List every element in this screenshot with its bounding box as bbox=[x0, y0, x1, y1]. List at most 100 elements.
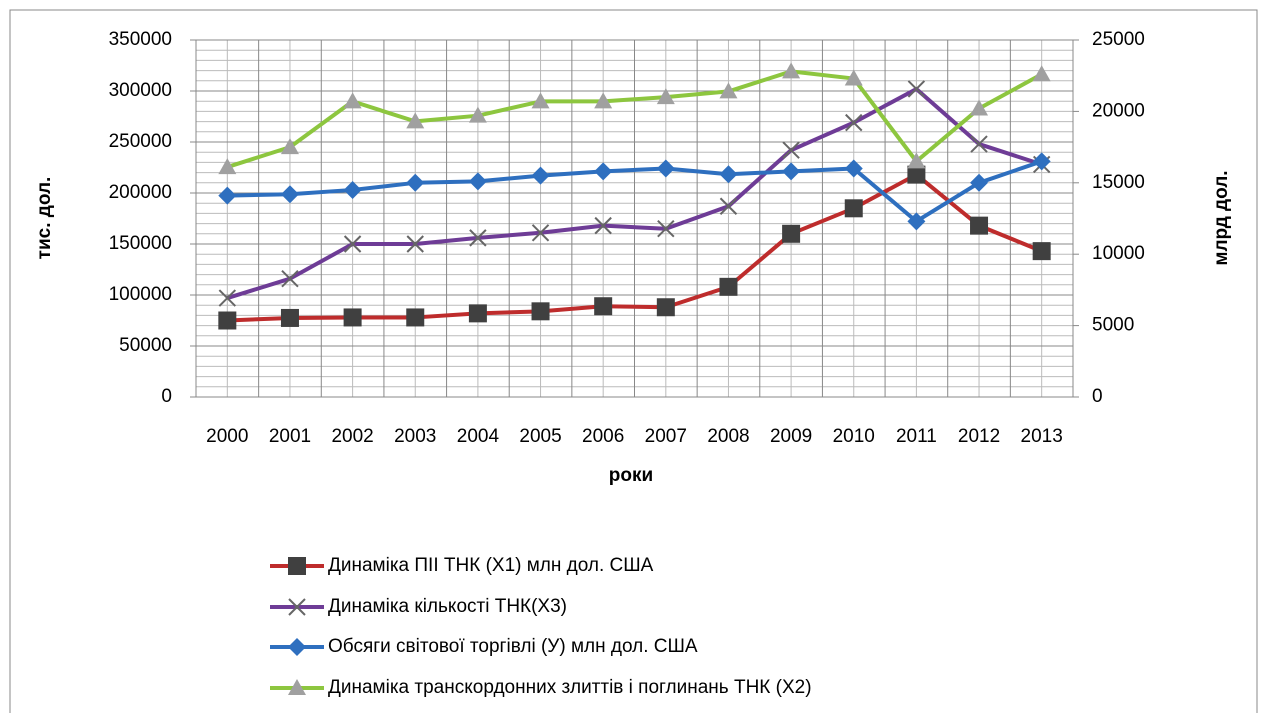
data-point bbox=[970, 173, 989, 192]
data-point bbox=[719, 165, 738, 184]
data-point bbox=[280, 138, 299, 155]
legend-label: Обсяги світової торгівлі (У) млн дол. СШ… bbox=[328, 636, 698, 657]
y2-tick-label: 10000 bbox=[1092, 243, 1145, 264]
y-tick-label: 250000 bbox=[109, 131, 172, 152]
legend-marker bbox=[288, 679, 306, 695]
data-point bbox=[531, 302, 550, 321]
x-tick-label: 2009 bbox=[770, 426, 812, 447]
data-point bbox=[845, 113, 863, 132]
y-tick-label: 100000 bbox=[109, 284, 172, 305]
data-point bbox=[844, 69, 863, 86]
x-tick-label: 2008 bbox=[707, 426, 749, 447]
y2-tick-label: 0 bbox=[1092, 386, 1103, 407]
y-tick-label: 50000 bbox=[119, 335, 172, 356]
data-point bbox=[343, 308, 362, 327]
legend-marker bbox=[288, 598, 306, 616]
data-point bbox=[280, 185, 299, 204]
y-tick-label: 350000 bbox=[109, 29, 172, 50]
series-line bbox=[227, 159, 1043, 224]
data-point bbox=[531, 92, 550, 109]
data-point bbox=[594, 297, 613, 316]
legend-marker bbox=[288, 557, 306, 575]
data-point bbox=[907, 152, 926, 169]
data-point bbox=[844, 159, 863, 178]
data-point bbox=[970, 135, 988, 153]
data-point bbox=[719, 197, 738, 215]
legend-label: Динаміка ПІІ ТНК (Х1) млн дол. США bbox=[328, 555, 654, 576]
x-tick-label: 2002 bbox=[331, 426, 373, 447]
x-tick-label: 2001 bbox=[269, 426, 311, 447]
data-point bbox=[594, 162, 613, 181]
chart-border bbox=[9, 9, 1258, 713]
data-point bbox=[970, 99, 989, 116]
series-line bbox=[227, 172, 1043, 323]
data-point bbox=[406, 112, 425, 129]
data-point bbox=[657, 219, 675, 238]
data-point bbox=[406, 235, 424, 253]
plot-area bbox=[195, 39, 1074, 398]
data-point bbox=[656, 159, 675, 178]
data-point bbox=[782, 141, 800, 159]
data-point bbox=[281, 269, 299, 288]
x-tick-label: 2011 bbox=[896, 426, 937, 447]
x-tick-label: 2006 bbox=[582, 426, 624, 447]
x-tick-label: 2003 bbox=[394, 426, 436, 447]
data-point bbox=[531, 224, 550, 242]
data-point bbox=[594, 216, 612, 235]
data-point bbox=[1032, 152, 1051, 171]
data-point bbox=[907, 80, 926, 98]
x-tick-label: 2004 bbox=[457, 426, 500, 447]
data-point bbox=[218, 158, 237, 175]
data-point bbox=[594, 92, 613, 109]
data-point bbox=[280, 308, 299, 327]
data-point bbox=[656, 298, 675, 317]
data-point bbox=[343, 180, 362, 199]
legend-label: Динаміка кількості ТНК(Х3) bbox=[328, 596, 567, 617]
data-point bbox=[468, 172, 487, 191]
legend-label: Динаміка транскордонних злиттів і поглин… bbox=[328, 677, 812, 698]
x-tick-label: 2013 bbox=[1021, 426, 1063, 447]
data-point bbox=[218, 311, 237, 330]
y2-tick-label: 15000 bbox=[1092, 172, 1145, 193]
data-point bbox=[844, 199, 863, 218]
x-tick-label: 2005 bbox=[519, 426, 561, 447]
data-point bbox=[218, 289, 237, 307]
data-point bbox=[1032, 65, 1051, 82]
data-point bbox=[531, 166, 550, 185]
x-tick-label: 2000 bbox=[206, 426, 248, 447]
data-point bbox=[406, 173, 425, 192]
legend-marker bbox=[288, 638, 306, 656]
data-point bbox=[782, 224, 801, 243]
data-point bbox=[218, 186, 237, 205]
data-point bbox=[343, 235, 362, 253]
y2-tick-label: 5000 bbox=[1092, 315, 1134, 336]
data-point bbox=[719, 82, 738, 99]
data-point bbox=[782, 62, 801, 79]
data-point bbox=[343, 92, 362, 109]
y2-axis-title: млрд дол. bbox=[1211, 170, 1232, 265]
data-point bbox=[907, 165, 926, 184]
data-point bbox=[468, 304, 487, 323]
y2-tick-label: 20000 bbox=[1092, 100, 1145, 121]
data-point bbox=[656, 88, 675, 105]
y-tick-label: 300000 bbox=[109, 80, 172, 101]
data-point bbox=[719, 277, 738, 296]
data-point bbox=[970, 216, 989, 235]
y-tick-label: 0 bbox=[161, 386, 172, 407]
series-line bbox=[226, 86, 1043, 300]
data-point bbox=[907, 212, 926, 231]
x-tick-label: 2007 bbox=[645, 426, 687, 447]
series-line bbox=[226, 69, 1043, 169]
y2-tick-label: 25000 bbox=[1092, 29, 1145, 50]
x-tick-label: 2010 bbox=[833, 426, 875, 447]
data-point bbox=[469, 229, 487, 247]
y-axis-title: тис. дол. bbox=[34, 177, 55, 260]
data-point bbox=[782, 162, 801, 181]
y-tick-label: 200000 bbox=[109, 182, 172, 203]
data-point bbox=[468, 106, 487, 123]
data-point bbox=[1032, 242, 1051, 261]
x-axis-title: роки bbox=[609, 465, 653, 486]
data-point bbox=[406, 308, 425, 327]
x-tick-label: 2012 bbox=[958, 426, 1000, 447]
